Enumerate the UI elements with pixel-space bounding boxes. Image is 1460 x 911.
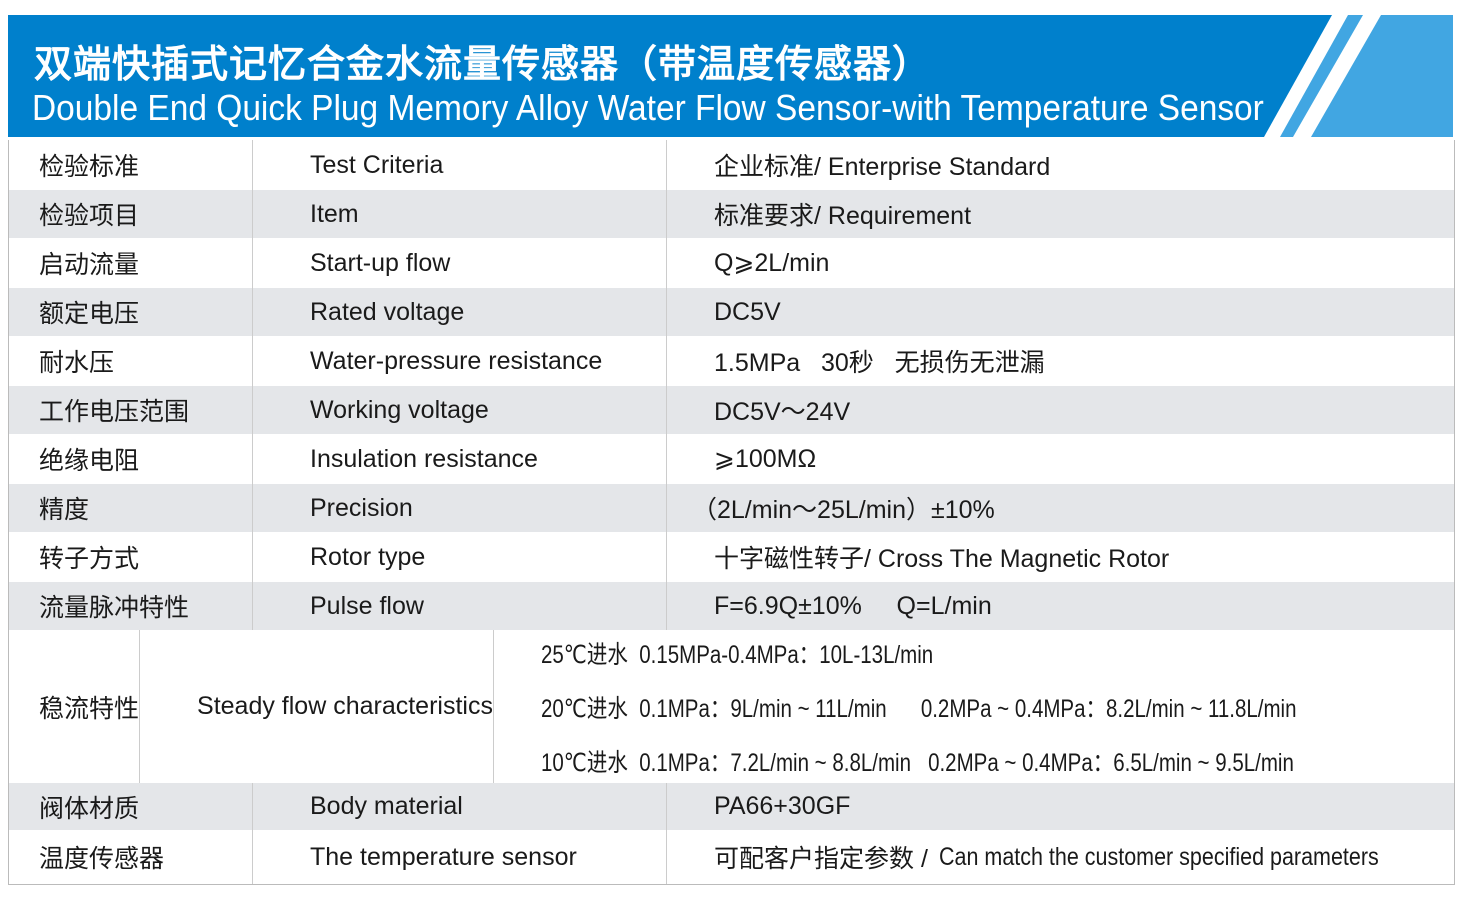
value: 1.5MPa 30秒 无损伤无泄漏 xyxy=(714,349,1045,377)
title-chinese: 双端快插式记忆合金水流量传感器（带温度传感器） xyxy=(34,42,932,86)
label-cn: 检验项目 xyxy=(9,190,253,238)
label-en: Insulation resistance xyxy=(253,434,667,484)
label-cn: 工作电压范围 xyxy=(9,386,253,434)
value: Q⩾2L/min xyxy=(714,249,830,277)
label-en: Rotor type xyxy=(253,532,667,582)
value: DC5V～24V xyxy=(714,398,851,426)
label-cn: 稳流特性 xyxy=(9,630,141,783)
value: PA66+30GF xyxy=(714,792,851,820)
label-cn: 检验标准 xyxy=(9,140,253,190)
label-cn: 阀体材质 xyxy=(9,783,253,830)
banner-stripes-decoration xyxy=(1264,15,1453,137)
value: ⩾100MΩ xyxy=(714,445,817,473)
table-row: 温度传感器 The temperature sensor 可配客户指定参数 / … xyxy=(9,830,1454,884)
value: F=6.9Q±10% Q=L/min xyxy=(714,591,992,620)
table-row: 额定电压 Rated voltage DC5V xyxy=(9,288,1454,336)
value: DC5V xyxy=(714,297,781,326)
value-en: Can match the customer specified paramet… xyxy=(938,842,1379,871)
label-en: Pulse flow xyxy=(253,582,667,630)
steady-flow-line: 25℃进水 0.15MPa-0.4MPa：10L-13L/min xyxy=(540,640,934,669)
title-banner: 双端快插式记忆合金水流量传感器（带温度传感器） Double End Quick… xyxy=(8,15,1453,137)
table-row: 转子方式 Rotor type 十字磁性转子/ Cross The Magnet… xyxy=(9,532,1454,582)
value: 标准要求/ Requirement xyxy=(714,202,972,230)
label-cn: 绝缘电阻 xyxy=(9,434,253,484)
value: （2L/min～25L/min）±10% xyxy=(692,496,995,524)
table-row: 阀体材质 Body material PA66+30GF xyxy=(9,783,1454,830)
steady-flow-line: 20℃进水 0.1MPa：9L/min ~ 11L/min 0.2MPa ~ 0… xyxy=(540,694,1297,723)
table-row: 启动流量 Start-up flow Q⩾2L/min xyxy=(9,238,1454,288)
value: 企业标准/ Enterprise Standard xyxy=(714,153,1051,181)
table-row: 工作电压范围 Working voltage DC5V～24V xyxy=(9,386,1454,434)
table-row: 精度 Precision （2L/min～25L/min）±10% xyxy=(9,484,1454,532)
table-row: 检验项目 Item 标准要求/ Requirement xyxy=(9,190,1454,238)
label-en: Start-up flow xyxy=(253,238,667,288)
spec-table: 检验标准 Test Criteria 企业标准/ Enterprise Stan… xyxy=(8,140,1455,885)
label-cn: 耐水压 xyxy=(9,336,253,386)
label-cn: 转子方式 xyxy=(9,532,253,582)
table-row: 流量脉冲特性 Pulse flow F=6.9Q±10% Q=L/min xyxy=(9,582,1454,630)
label-en: The temperature sensor xyxy=(253,830,667,884)
label-en: Item xyxy=(253,190,667,238)
label-en: Rated voltage xyxy=(253,288,667,336)
value-cn: 可配客户指定参数 / xyxy=(714,845,935,873)
label-en: Precision xyxy=(253,484,667,532)
label-cn: 温度传感器 xyxy=(9,830,253,884)
value: 可配客户指定参数 / Can match the customer specif… xyxy=(667,830,1454,884)
label-cn: 精度 xyxy=(9,484,253,532)
label-cn: 流量脉冲特性 xyxy=(9,582,253,630)
label-en: Working voltage xyxy=(253,386,667,434)
steady-flow-line: 10℃进水 0.1MPa：7.2L/min ~ 8.8L/min 0.2MPa … xyxy=(540,748,1294,777)
title-english: Double End Quick Plug Memory Alloy Water… xyxy=(32,87,1264,128)
label-en: Steady flow characteristics xyxy=(140,630,494,783)
table-row: 检验标准 Test Criteria 企业标准/ Enterprise Stan… xyxy=(9,140,1454,190)
label-en: Test Criteria xyxy=(253,140,667,190)
label-en: Body material xyxy=(253,783,667,830)
table-row: 绝缘电阻 Insulation resistance ⩾100MΩ xyxy=(9,434,1454,484)
label-cn: 启动流量 xyxy=(9,238,253,288)
label-cn: 额定电压 xyxy=(9,288,253,336)
value: 十字磁性转子/ Cross The Magnetic Rotor xyxy=(714,545,1170,573)
table-row: 耐水压 Water-pressure resistance 1.5MPa 30秒… xyxy=(9,336,1454,386)
steady-flow-values: 25℃进水 0.15MPa-0.4MPa：10L-13L/min 20℃进水 0… xyxy=(494,630,1460,783)
label-en: Water-pressure resistance xyxy=(253,336,667,386)
table-row: 稳流特性 Steady flow characteristics 25℃进水 0… xyxy=(9,630,1454,783)
